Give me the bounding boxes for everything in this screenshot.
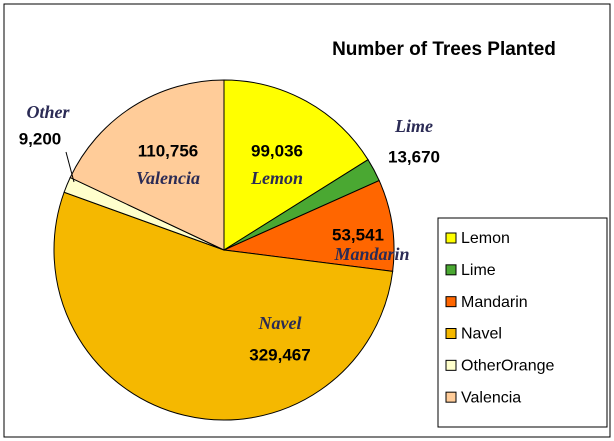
- legend-label: Navel: [461, 326, 502, 343]
- value-label: 53,541: [332, 225, 384, 244]
- leader-line: [65, 151, 75, 183]
- pie-slice: [53, 191, 394, 421]
- value-label: 9,200: [19, 129, 62, 148]
- slice-label: Other: [26, 102, 70, 122]
- value-label: 13,670: [388, 147, 440, 166]
- legend-label: Valencia: [461, 389, 521, 406]
- slice-label: Mandarin: [333, 244, 409, 264]
- legend-swatch: [445, 391, 457, 403]
- legend-label: OtherOrange: [461, 358, 554, 375]
- legend-label: Mandarin: [461, 294, 528, 311]
- legend-swatch: [445, 328, 457, 339]
- legend-label: Lime: [461, 262, 496, 279]
- value-label: 110,756: [138, 141, 199, 160]
- slice-label: Valencia: [136, 168, 200, 188]
- legend-swatch: [445, 232, 457, 244]
- slice-label: Navel: [258, 313, 302, 333]
- pie-slice: [223, 79, 369, 251]
- legend-swatch: [445, 264, 457, 276]
- pie-slice: [69, 79, 225, 251]
- legend-box: [437, 217, 608, 428]
- value-label: 99,036: [251, 141, 303, 160]
- slice-label: Lime: [394, 116, 433, 136]
- pie-slice: [222, 179, 395, 272]
- legend-swatch: [445, 296, 457, 308]
- value-label: 329,467: [249, 345, 310, 364]
- legend-swatch: [445, 359, 457, 371]
- slice-label: Lemon: [250, 168, 303, 188]
- legend-label: Lemon: [461, 230, 510, 247]
- chart-title: Number of Trees Planted: [332, 39, 556, 60]
